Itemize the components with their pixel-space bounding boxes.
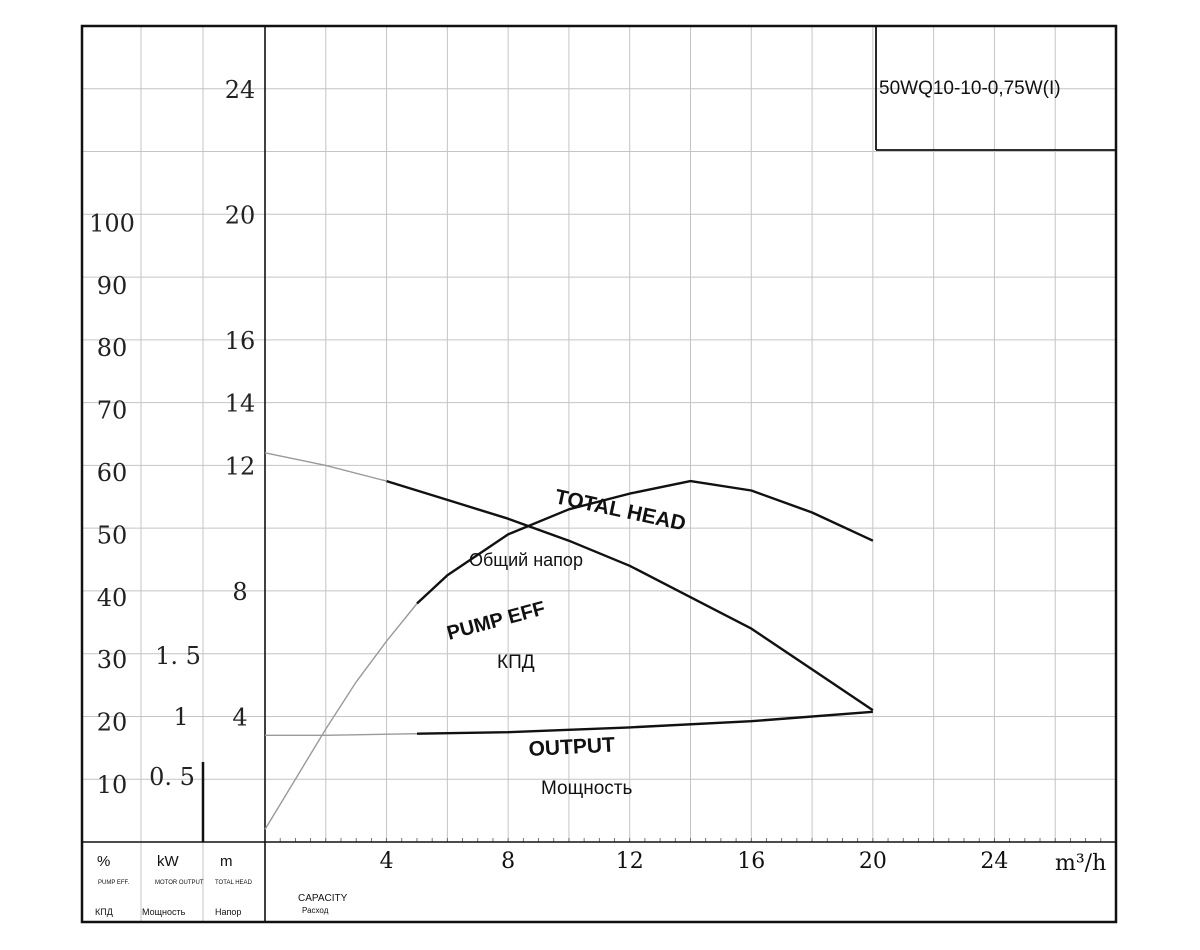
pump-eff-curve-extrapolated (264, 603, 418, 830)
head-desc-ru: Напор (215, 907, 241, 917)
model-label: 50WQ10-10-0,75W(I) (879, 78, 1061, 99)
x-tick-label: 20 (859, 849, 887, 874)
head-tick-label: 8 (232, 578, 247, 606)
power-desc-ru: Мощность (142, 907, 186, 917)
total-head-curve-extrapolated (264, 452, 387, 482)
head-axis-ticks: 4 8 12 14 16 20 24 (225, 76, 256, 732)
capacity-label-ru: Расход (302, 906, 329, 915)
output-curve-extrapolated (265, 733, 418, 736)
efficiency-tick-label: 10 (97, 771, 128, 799)
model-label-box: 50WQ10-10-0,75W(I) (875, 26, 1116, 151)
efficiency-tick-label: 80 (97, 334, 128, 362)
output-label: OUTPUT (528, 733, 616, 760)
capacity-label-en: CAPACITY (298, 893, 348, 904)
power-tick-label: 1. 5 (155, 642, 201, 670)
power-unit: kW (157, 853, 180, 870)
efficiency-tick-label: 30 (97, 646, 128, 674)
head-desc-en: TOTAL HEAD (215, 880, 253, 886)
efficiency-tick-label: 20 (97, 709, 128, 737)
curves (264, 452, 874, 830)
x-axis-ticks: 4 8 12 16 20 24 (380, 849, 1009, 874)
efficiency-tick-label: 70 (97, 397, 128, 425)
head-tick-label: 16 (225, 327, 256, 355)
x-tick-label: 8 (501, 849, 515, 874)
x-tick-label: 24 (980, 849, 1008, 874)
efficiency-axis-ticks: 10 20 30 40 50 60 70 80 90 100 (89, 209, 135, 799)
power-tick-label: 0. 5 (149, 763, 195, 791)
pump-eff-label-ru: КПД (497, 652, 535, 673)
x-tick-label: 12 (616, 849, 644, 874)
efficiency-tick-label: 90 (97, 272, 128, 300)
head-unit: m (220, 853, 233, 870)
power-axis-ticks: 0. 5 1 1. 5 (149, 642, 201, 791)
power-desc-en: MOTOR OUTPUT (155, 880, 204, 886)
chart-frame (80, 24, 1118, 924)
efficiency-tick-label: 60 (97, 459, 128, 487)
pump-eff-curve (416, 479, 874, 605)
x-axis-unit: m³/h (1055, 851, 1106, 876)
head-tick-label: 20 (225, 201, 256, 229)
efficiency-desc-en: PUMP EFF. (98, 880, 130, 886)
x-tick-label: 16 (737, 849, 765, 874)
efficiency-tick-label: 40 (97, 584, 128, 612)
efficiency-desc-ru: КПД (95, 907, 113, 917)
total-head-curve (386, 479, 874, 712)
output-label-ru: Мощность (541, 778, 633, 799)
power-tick-label: 1 (173, 703, 188, 731)
head-tick-label: 14 (225, 390, 256, 418)
head-tick-label: 4 (232, 703, 247, 731)
axis-legend: % PUMP EFF. КПД kW MOTOR OUTPUT Мощность… (95, 853, 348, 917)
grid (82, 26, 1116, 922)
pump-eff-label: PUMP EFF (445, 597, 548, 644)
output-curve (416, 710, 873, 735)
efficiency-tick-label: 100 (89, 209, 135, 237)
efficiency-tick-label: 50 (97, 521, 128, 549)
head-tick-label: 24 (225, 76, 256, 104)
efficiency-unit: % (97, 853, 110, 870)
head-tick-label: 12 (225, 452, 256, 480)
total-head-label-ru: Общий напор (469, 550, 583, 570)
x-tick-label: 4 (380, 849, 394, 874)
